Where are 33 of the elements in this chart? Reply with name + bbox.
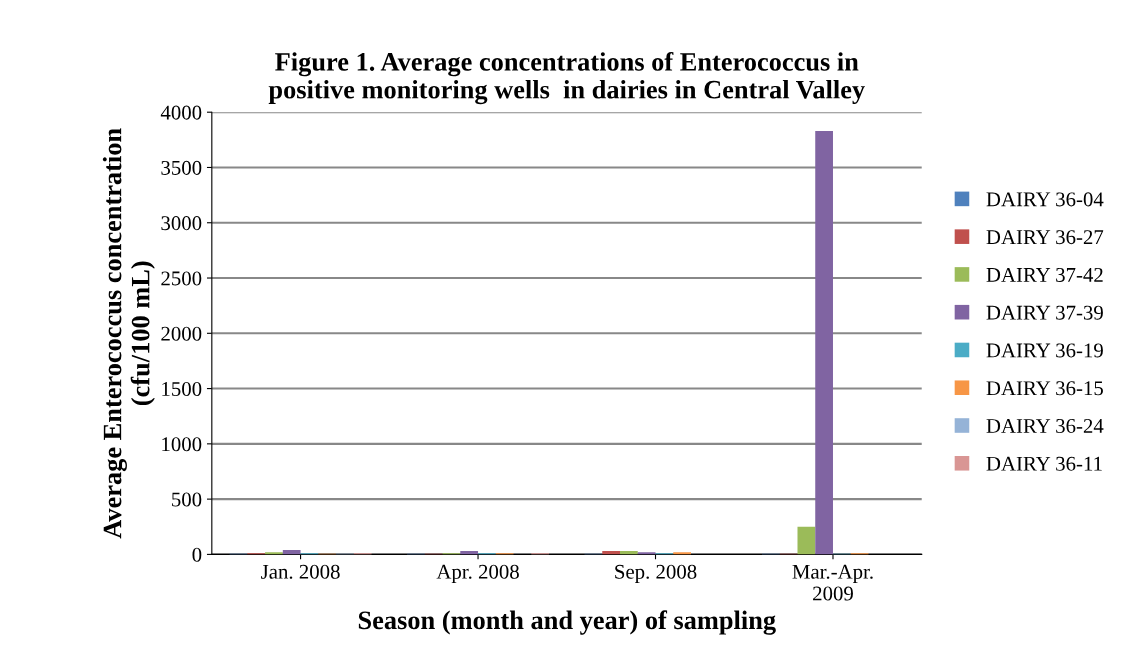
y-tick-label: 3000 (161, 216, 202, 231)
legend-label: DAIRY 36-15 (986, 381, 1103, 396)
legend-label: DAIRY 37-42 (986, 267, 1103, 282)
y-tick-label: 1500 (162, 381, 202, 397)
legend-label: DAIRY 36-27 (986, 230, 1104, 245)
bar (460, 551, 479, 555)
bar (265, 552, 283, 555)
x-tick-label: Apr. 2008 (436, 564, 519, 584)
y-tick-label: 0 (192, 547, 202, 562)
y-tick-label: 3500 (161, 160, 202, 175)
bar (282, 549, 301, 555)
x-axis-title: Season (month and year) of sampling (358, 610, 776, 635)
x-tick-label: Jan. 2008 (261, 564, 340, 579)
chart-title: Figure 1. Average concentrations of Enterococcus in positive monitoring wells in dairies in Central Valley (268, 51, 865, 105)
x-tick-label: Mar.-Apr. 2009 (792, 564, 873, 601)
legend-label: DAIRY 36-24 (986, 419, 1104, 433)
bar (797, 526, 816, 555)
bar (602, 551, 621, 555)
y-axis-title: Average Enterococcus concentration (cfu/100 mL) (102, 128, 155, 539)
legend-label: DAIRY 37-39 (986, 305, 1103, 320)
y-tick-label: 4000 (160, 105, 202, 120)
bar (815, 130, 833, 555)
bar (620, 551, 638, 555)
y-tick-label: 1000 (162, 437, 202, 452)
y-tick-label: 500 (172, 492, 202, 507)
legend-label: DAIRY 36-04 (986, 192, 1104, 207)
y-tick-label: 2000 (161, 326, 202, 341)
x-tick-label: Sep. 2008 (615, 564, 697, 584)
legend-label: DAIRY 36-19 (986, 343, 1103, 358)
y-tick-label: 2500 (161, 271, 202, 286)
bar (637, 552, 656, 555)
bar (673, 552, 692, 555)
legend-label: DAIRY 36-11 (986, 456, 1102, 471)
